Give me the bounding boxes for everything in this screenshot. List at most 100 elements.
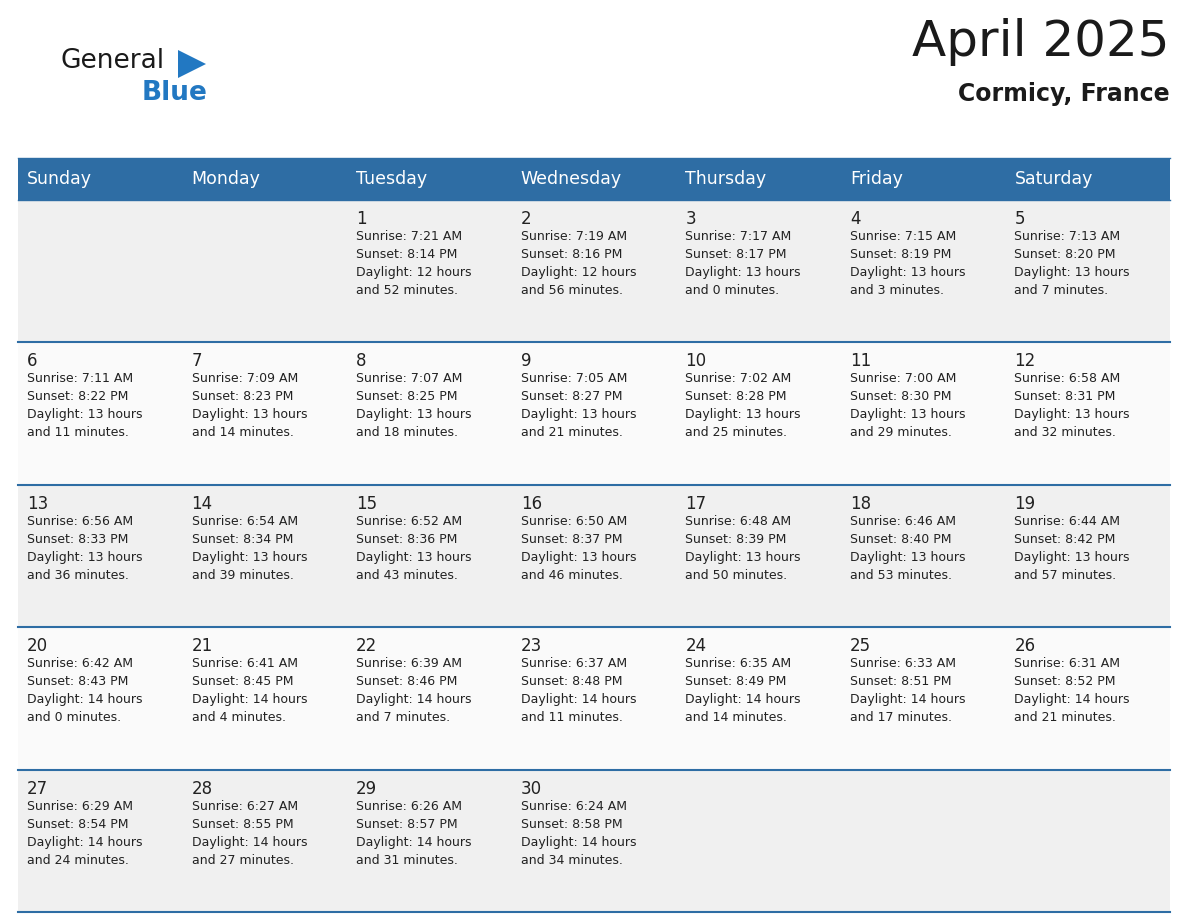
Text: 7: 7 bbox=[191, 353, 202, 370]
Bar bbox=[18, 200, 183, 342]
Text: Saturday: Saturday bbox=[1015, 170, 1093, 188]
Text: 30: 30 bbox=[520, 779, 542, 798]
Bar bbox=[183, 485, 347, 627]
Bar bbox=[18, 627, 183, 769]
Text: April 2025: April 2025 bbox=[912, 18, 1170, 66]
Bar bbox=[841, 627, 1005, 769]
Text: Sunrise: 7:11 AM
Sunset: 8:22 PM
Daylight: 13 hours
and 11 minutes.: Sunrise: 7:11 AM Sunset: 8:22 PM Dayligh… bbox=[27, 373, 143, 440]
Text: Sunrise: 6:37 AM
Sunset: 8:48 PM
Daylight: 14 hours
and 11 minutes.: Sunrise: 6:37 AM Sunset: 8:48 PM Dayligh… bbox=[520, 657, 637, 724]
Text: Thursday: Thursday bbox=[685, 170, 766, 188]
Text: Sunrise: 6:58 AM
Sunset: 8:31 PM
Daylight: 13 hours
and 32 minutes.: Sunrise: 6:58 AM Sunset: 8:31 PM Dayligh… bbox=[1015, 373, 1130, 440]
Bar bbox=[183, 627, 347, 769]
Bar bbox=[183, 158, 347, 200]
Text: 13: 13 bbox=[27, 495, 49, 513]
Bar bbox=[512, 342, 676, 485]
Text: Blue: Blue bbox=[143, 80, 208, 106]
Text: Sunrise: 6:48 AM
Sunset: 8:39 PM
Daylight: 13 hours
and 50 minutes.: Sunrise: 6:48 AM Sunset: 8:39 PM Dayligh… bbox=[685, 515, 801, 582]
Text: 28: 28 bbox=[191, 779, 213, 798]
Bar bbox=[676, 485, 841, 627]
Bar bbox=[512, 769, 676, 912]
Text: Sunrise: 6:41 AM
Sunset: 8:45 PM
Daylight: 14 hours
and 4 minutes.: Sunrise: 6:41 AM Sunset: 8:45 PM Dayligh… bbox=[191, 657, 307, 724]
Text: 21: 21 bbox=[191, 637, 213, 655]
Text: 17: 17 bbox=[685, 495, 707, 513]
Bar bbox=[1005, 342, 1170, 485]
Text: Sunrise: 6:54 AM
Sunset: 8:34 PM
Daylight: 13 hours
and 39 minutes.: Sunrise: 6:54 AM Sunset: 8:34 PM Dayligh… bbox=[191, 515, 307, 582]
Text: 5: 5 bbox=[1015, 210, 1025, 228]
Bar bbox=[1005, 200, 1170, 342]
Bar bbox=[183, 200, 347, 342]
Text: 25: 25 bbox=[849, 637, 871, 655]
Text: 15: 15 bbox=[356, 495, 378, 513]
Text: Sunday: Sunday bbox=[27, 170, 91, 188]
Bar bbox=[512, 485, 676, 627]
Bar bbox=[1005, 158, 1170, 200]
Bar bbox=[18, 485, 183, 627]
Text: 22: 22 bbox=[356, 637, 378, 655]
Bar bbox=[676, 769, 841, 912]
Text: Sunrise: 6:46 AM
Sunset: 8:40 PM
Daylight: 13 hours
and 53 minutes.: Sunrise: 6:46 AM Sunset: 8:40 PM Dayligh… bbox=[849, 515, 966, 582]
Bar bbox=[347, 769, 512, 912]
Text: Sunrise: 6:42 AM
Sunset: 8:43 PM
Daylight: 14 hours
and 0 minutes.: Sunrise: 6:42 AM Sunset: 8:43 PM Dayligh… bbox=[27, 657, 143, 724]
Text: 6: 6 bbox=[27, 353, 38, 370]
Bar bbox=[841, 769, 1005, 912]
Text: 16: 16 bbox=[520, 495, 542, 513]
Text: 18: 18 bbox=[849, 495, 871, 513]
Text: Sunrise: 7:09 AM
Sunset: 8:23 PM
Daylight: 13 hours
and 14 minutes.: Sunrise: 7:09 AM Sunset: 8:23 PM Dayligh… bbox=[191, 373, 307, 440]
Bar bbox=[512, 627, 676, 769]
Text: General: General bbox=[61, 48, 164, 74]
Text: Friday: Friday bbox=[849, 170, 903, 188]
Bar bbox=[841, 485, 1005, 627]
Text: Sunrise: 7:07 AM
Sunset: 8:25 PM
Daylight: 13 hours
and 18 minutes.: Sunrise: 7:07 AM Sunset: 8:25 PM Dayligh… bbox=[356, 373, 472, 440]
Text: Monday: Monday bbox=[191, 170, 260, 188]
Text: 29: 29 bbox=[356, 779, 378, 798]
Bar bbox=[676, 200, 841, 342]
Text: Sunrise: 6:29 AM
Sunset: 8:54 PM
Daylight: 14 hours
and 24 minutes.: Sunrise: 6:29 AM Sunset: 8:54 PM Dayligh… bbox=[27, 800, 143, 867]
Text: Sunrise: 6:26 AM
Sunset: 8:57 PM
Daylight: 14 hours
and 31 minutes.: Sunrise: 6:26 AM Sunset: 8:57 PM Dayligh… bbox=[356, 800, 472, 867]
Text: 10: 10 bbox=[685, 353, 707, 370]
Text: 9: 9 bbox=[520, 353, 531, 370]
Bar bbox=[841, 200, 1005, 342]
Text: 2: 2 bbox=[520, 210, 531, 228]
Text: Wednesday: Wednesday bbox=[520, 170, 621, 188]
Bar bbox=[347, 485, 512, 627]
Bar bbox=[512, 200, 676, 342]
Text: Sunrise: 6:31 AM
Sunset: 8:52 PM
Daylight: 14 hours
and 21 minutes.: Sunrise: 6:31 AM Sunset: 8:52 PM Dayligh… bbox=[1015, 657, 1130, 724]
Text: 3: 3 bbox=[685, 210, 696, 228]
Bar bbox=[347, 342, 512, 485]
Bar bbox=[1005, 627, 1170, 769]
Text: Sunrise: 6:44 AM
Sunset: 8:42 PM
Daylight: 13 hours
and 57 minutes.: Sunrise: 6:44 AM Sunset: 8:42 PM Dayligh… bbox=[1015, 515, 1130, 582]
Text: Sunrise: 7:15 AM
Sunset: 8:19 PM
Daylight: 13 hours
and 3 minutes.: Sunrise: 7:15 AM Sunset: 8:19 PM Dayligh… bbox=[849, 230, 966, 297]
Text: Sunrise: 7:05 AM
Sunset: 8:27 PM
Daylight: 13 hours
and 21 minutes.: Sunrise: 7:05 AM Sunset: 8:27 PM Dayligh… bbox=[520, 373, 637, 440]
Text: Sunrise: 7:02 AM
Sunset: 8:28 PM
Daylight: 13 hours
and 25 minutes.: Sunrise: 7:02 AM Sunset: 8:28 PM Dayligh… bbox=[685, 373, 801, 440]
Bar bbox=[347, 627, 512, 769]
Text: 4: 4 bbox=[849, 210, 860, 228]
Bar bbox=[676, 627, 841, 769]
Text: 8: 8 bbox=[356, 353, 367, 370]
Text: 23: 23 bbox=[520, 637, 542, 655]
Text: Sunrise: 6:50 AM
Sunset: 8:37 PM
Daylight: 13 hours
and 46 minutes.: Sunrise: 6:50 AM Sunset: 8:37 PM Dayligh… bbox=[520, 515, 637, 582]
Text: 26: 26 bbox=[1015, 637, 1036, 655]
Text: Sunrise: 6:24 AM
Sunset: 8:58 PM
Daylight: 14 hours
and 34 minutes.: Sunrise: 6:24 AM Sunset: 8:58 PM Dayligh… bbox=[520, 800, 637, 867]
Text: 27: 27 bbox=[27, 779, 49, 798]
Bar bbox=[18, 342, 183, 485]
Bar bbox=[1005, 485, 1170, 627]
Bar bbox=[347, 200, 512, 342]
Text: Sunrise: 6:33 AM
Sunset: 8:51 PM
Daylight: 14 hours
and 17 minutes.: Sunrise: 6:33 AM Sunset: 8:51 PM Dayligh… bbox=[849, 657, 966, 724]
Text: 14: 14 bbox=[191, 495, 213, 513]
Bar bbox=[183, 342, 347, 485]
Polygon shape bbox=[178, 50, 206, 78]
Text: 1: 1 bbox=[356, 210, 367, 228]
Bar bbox=[183, 769, 347, 912]
Bar bbox=[841, 158, 1005, 200]
Bar bbox=[676, 342, 841, 485]
Text: Sunrise: 6:56 AM
Sunset: 8:33 PM
Daylight: 13 hours
and 36 minutes.: Sunrise: 6:56 AM Sunset: 8:33 PM Dayligh… bbox=[27, 515, 143, 582]
Text: Sunrise: 6:39 AM
Sunset: 8:46 PM
Daylight: 14 hours
and 7 minutes.: Sunrise: 6:39 AM Sunset: 8:46 PM Dayligh… bbox=[356, 657, 472, 724]
Bar bbox=[18, 769, 183, 912]
Text: 12: 12 bbox=[1015, 353, 1036, 370]
Text: Sunrise: 6:27 AM
Sunset: 8:55 PM
Daylight: 14 hours
and 27 minutes.: Sunrise: 6:27 AM Sunset: 8:55 PM Dayligh… bbox=[191, 800, 307, 867]
Text: Sunrise: 7:13 AM
Sunset: 8:20 PM
Daylight: 13 hours
and 7 minutes.: Sunrise: 7:13 AM Sunset: 8:20 PM Dayligh… bbox=[1015, 230, 1130, 297]
Bar bbox=[512, 158, 676, 200]
Bar bbox=[676, 158, 841, 200]
Text: Sunrise: 7:00 AM
Sunset: 8:30 PM
Daylight: 13 hours
and 29 minutes.: Sunrise: 7:00 AM Sunset: 8:30 PM Dayligh… bbox=[849, 373, 966, 440]
Bar bbox=[347, 158, 512, 200]
